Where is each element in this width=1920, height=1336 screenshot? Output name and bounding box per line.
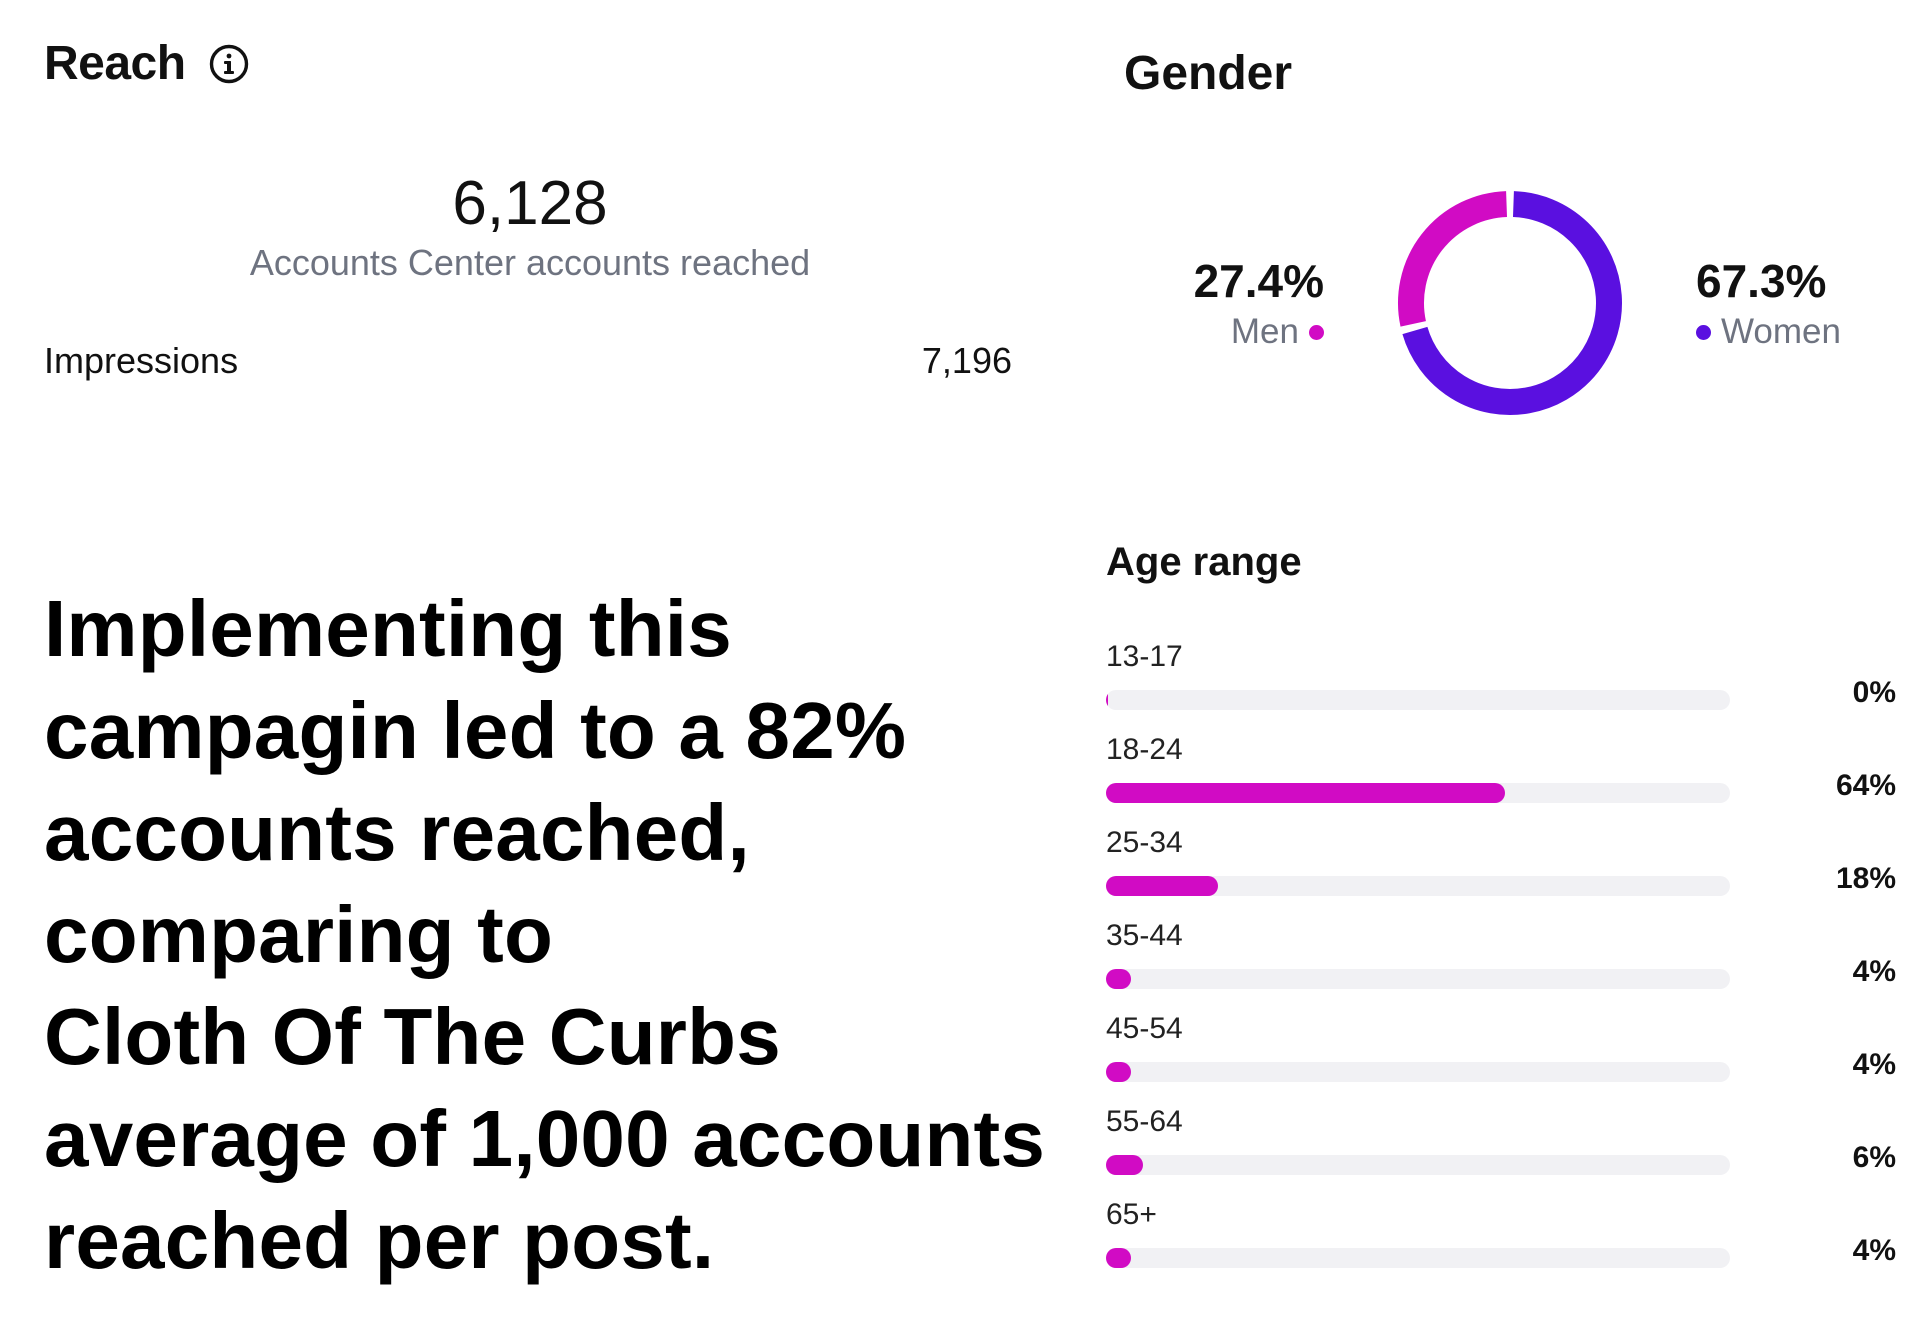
age-bar-track [1106, 690, 1730, 710]
accounts-reached-value: 6,128 [452, 169, 608, 238]
men-legend-label: Men [1230, 312, 1299, 351]
age-bar [1106, 969, 1131, 989]
men-percent: 27.4% [1193, 255, 1324, 307]
age-bar [1106, 690, 1108, 710]
men-legend: Men [1150, 312, 1324, 352]
reach-section-title: Reach [44, 36, 250, 91]
age-row: 45-54 4% [1106, 1012, 1896, 1105]
reach-title-text: Reach [44, 37, 186, 90]
age-bar [1106, 1248, 1131, 1268]
age-category-label: 55-64 [1106, 1105, 1183, 1138]
summary-line: average of 1,000 accounts [44, 1094, 1046, 1183]
age-value-label: 6% [1852, 1141, 1896, 1174]
women-legend-label: Women [1721, 312, 1841, 351]
age-bar [1106, 876, 1219, 896]
men-legend-dot [1309, 324, 1324, 340]
age-category-label: 18-24 [1106, 733, 1183, 766]
women-legend: Women [1696, 312, 1841, 352]
age-category-label: 45-54 [1106, 1012, 1183, 1045]
age-category-label: 25-34 [1106, 826, 1183, 859]
accounts-reached-label: Accounts Center accounts reached [249, 242, 811, 283]
gender-section-title: Gender [1124, 47, 1293, 100]
impressions-value: 7,196 [921, 340, 1012, 381]
age-bar-track [1106, 1155, 1730, 1175]
age-bar-track [1106, 1248, 1730, 1268]
summary-line: accounts reached, [44, 788, 750, 877]
age-category-label: 65+ [1106, 1198, 1157, 1231]
info-icon[interactable] [208, 43, 250, 85]
age-row: 55-64 6% [1106, 1105, 1896, 1198]
age-range-title: Age range [1106, 540, 1302, 584]
summary-line: Implementing this [44, 584, 732, 673]
age-bar [1106, 1062, 1131, 1082]
campaign-summary-text: Implementing this campagin led to a 82% … [44, 578, 1084, 1292]
age-bar [1106, 783, 1506, 803]
age-bar [1106, 1155, 1144, 1175]
gender-donut-chart [1398, 191, 1622, 415]
donut-segment-women [1402, 191, 1622, 415]
age-value-label: 4% [1852, 955, 1896, 988]
age-category-label: 35-44 [1106, 919, 1183, 952]
age-value-label: 0% [1852, 676, 1896, 709]
age-value-label: 4% [1852, 1048, 1896, 1081]
age-row: 13-17 0% [1106, 640, 1896, 733]
age-bar-track [1106, 1062, 1730, 1082]
age-row: 65+ 4% [1106, 1198, 1896, 1291]
age-range-bar-chart: 13-17 0% 18-24 64% 25-34 18% 35-44 4% 45-54 4% 55-… [1106, 640, 1896, 1280]
age-value-label: 4% [1852, 1234, 1896, 1267]
donut-segment-men [1398, 191, 1508, 327]
age-row: 25-34 18% [1106, 826, 1896, 919]
age-bar-track [1106, 969, 1730, 989]
women-percent: 67.3% [1696, 255, 1827, 307]
summary-line: campagin led to a 82% [44, 686, 907, 775]
age-value-label: 64% [1835, 769, 1896, 802]
summary-line: reached per post. [44, 1196, 715, 1285]
age-category-label: 13-17 [1106, 640, 1183, 673]
age-bar-track [1106, 783, 1730, 803]
age-value-label: 18% [1835, 862, 1896, 895]
age-row: 18-24 64% [1106, 733, 1896, 826]
summary-line: Cloth Of The Curbs [44, 992, 781, 1081]
age-row: 35-44 4% [1106, 919, 1896, 1012]
summary-line: comparing to [44, 890, 554, 979]
impressions-label: Impressions [44, 340, 239, 381]
women-legend-dot [1696, 324, 1711, 340]
age-bar-track [1106, 876, 1730, 896]
